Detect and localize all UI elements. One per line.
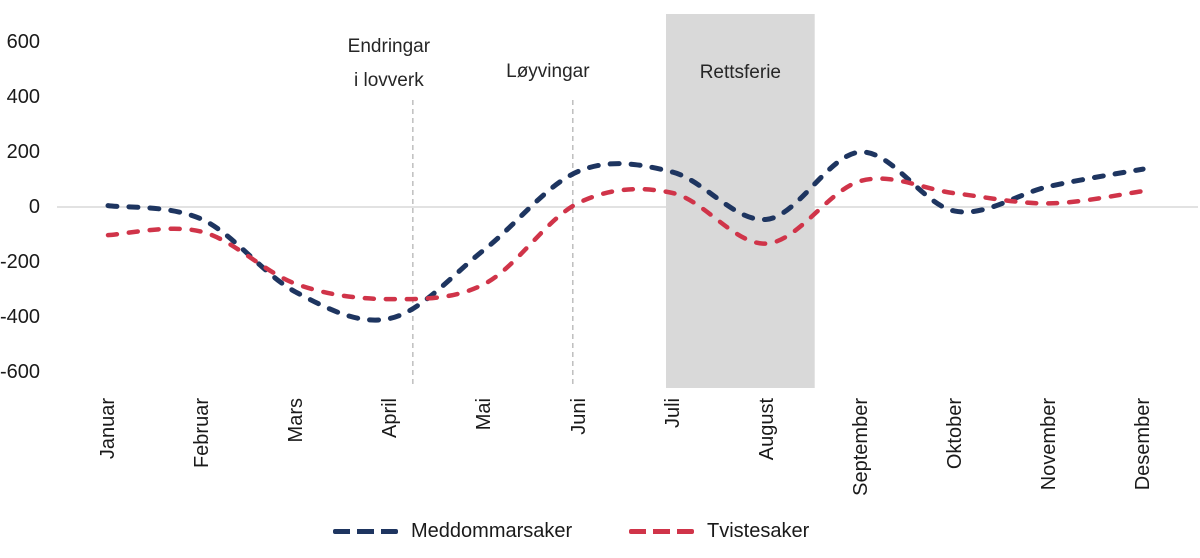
x-tick-label-november: November [1038, 398, 1060, 491]
x-tick-label-september: September [849, 398, 872, 496]
x-tick-label-oktober: Oktober [943, 398, 966, 470]
meddommarsaker-dash-swatch [333, 528, 398, 534]
y-tick-label: 600 [6, 31, 40, 53]
annotation-loyvingar: Løyvingar [506, 61, 590, 82]
x-tick-label-juli: Juli [661, 398, 684, 429]
annotation-text: Endringar [347, 36, 431, 57]
legend-item-tvistesaker: Tvistesaker [629, 517, 809, 545]
legend-item-meddommarsaker: Meddommarsaker [333, 517, 572, 545]
annotation-text: i lovverk [354, 70, 424, 91]
x-tick-label-august: August [755, 398, 778, 461]
x-tick-label-april: April [379, 398, 402, 439]
legend-label-tvistesaker: Tvistesaker [707, 519, 810, 542]
x-tick-label-januar: Januar [97, 398, 119, 460]
y-tick-label: -600 [0, 361, 41, 383]
meddommarsaker-line [105, 149, 1146, 323]
y-tick-label: 200 [6, 141, 40, 163]
tvistesaker-dash-swatch [629, 528, 694, 534]
x-tick-label-februar: Februar [191, 398, 214, 469]
x-tick-label-desember: Desember [1132, 398, 1155, 491]
y-tick-label: 400 [6, 86, 40, 108]
tvistesaker-line [105, 176, 1146, 302]
legend: Meddommarsaker Tvistesaker [0, 517, 1200, 545]
x-tick-label-juni: Juni [567, 398, 590, 435]
y-tick-label: -200 [0, 251, 41, 273]
legend-label-meddommarsaker: Meddommarsaker [411, 519, 573, 542]
annotation-endringar-i-lovverk: Endringar i lovverk [348, 30, 430, 98]
x-tick-label-mars: Mars [285, 398, 308, 443]
annotation-rettsferie: Rettsferie [699, 62, 781, 83]
x-tick-label-mai: Mai [473, 398, 496, 431]
y-tick-label: -400 [0, 306, 41, 328]
y-tick-label: 0 [28, 196, 40, 218]
